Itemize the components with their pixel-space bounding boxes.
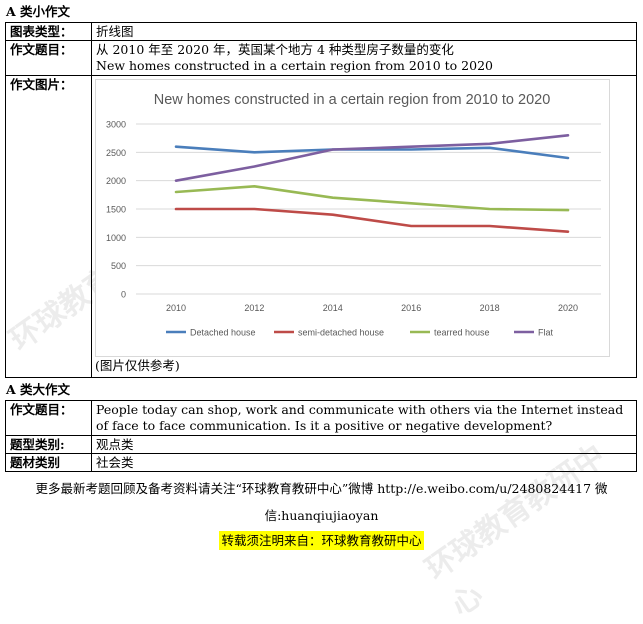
big-essay-table: 作文题目： People today can shop, work and co… [5,400,637,472]
x-tick-label: 2018 [480,303,500,313]
series-line-0 [174,145,570,160]
topic-english: New homes constructed in a certain regio… [96,58,493,73]
footer-line-3: 转载须注明来自：环球教育教研中心 [0,531,643,550]
image-note: (图片仅供参考) [95,358,180,373]
section-a-big-title: A 类大作文 [6,382,71,397]
y-tick-label: 2000 [106,176,126,186]
topic-chinese: 从 2010 年至 2020 年，英国某个地方 4 种类型房子数量的变化 [96,42,454,57]
label-big-topic: 作文题目： [5,400,92,436]
row-big-topic: 作文题目： People today can shop, work and co… [5,400,637,436]
label-essay-topic: 作文题目： [5,40,92,76]
legend-label-0: Detached house [190,328,256,338]
y-tick-label: 3000 [106,120,126,130]
section-a-small-title: A 类小作文 [6,4,71,19]
series-line-3 [174,133,570,182]
y-tick-label: 0 [121,290,126,300]
row-essay-topic: 作文题目： 从 2010 年至 2020 年，英国某个地方 4 种类型房子数量的… [5,40,637,76]
y-tick-label: 1500 [106,205,126,215]
image-cell: New homes constructed in a certain regio… [91,75,637,378]
x-tick-label: 2016 [401,303,421,313]
value-question-type: 观点类 [91,435,637,454]
row-essay-image: 作文图片： New homes constructed in a certain… [5,75,637,378]
value-essay-topic: 从 2010 年至 2020 年，英国某个地方 4 种类型房子数量的变化 New… [91,40,637,76]
value-subject-type: 社会类 [91,453,637,472]
chart-title: New homes constructed in a certain regio… [154,92,551,108]
x-tick-label: 2012 [244,303,264,313]
legend-label-2: tearred house [434,328,490,338]
row-subject-type: 题材类别 社会类 [5,453,637,472]
x-tick-label: 2020 [558,303,578,313]
small-essay-table: 图表类型： 折线图 作文题目： 从 2010 年至 2020 年，英国某个地方 … [5,22,637,378]
label-chart-type: 图表类型： [5,22,92,41]
y-tick-label: 2500 [106,148,126,158]
legend-label-1: semi-detached house [298,328,384,338]
value-big-topic: People today can shop, work and communic… [91,400,637,436]
line-chart: New homes constructed in a certain regio… [95,79,610,357]
row-chart-type: 图表类型： 折线图 [5,22,637,41]
footer-line-1: 更多最新考题回顾及备考资料请关注“环球教育教研中心”微博 http://e.we… [35,481,608,496]
row-question-type: 题型类别: 观点类 [5,435,637,454]
value-chart-type: 折线图 [91,22,637,41]
series-line-2 [174,185,570,212]
footer-line-2: 信:huanqiujiaoyan [264,508,379,523]
repost-notice: 转载须注明来自：环球教育教研中心 [219,531,424,550]
label-question-type: 题型类别: [5,435,92,454]
chart-svg: New homes constructed in a certain regio… [106,92,601,338]
label-subject-type: 题材类别 [5,453,92,472]
y-tick-label: 500 [111,261,126,271]
x-tick-label: 2014 [323,303,343,313]
legend-label-3: Flat [538,328,554,338]
x-tick-label: 2010 [166,303,186,313]
label-essay-image: 作文图片： [5,75,92,378]
series-line-1 [174,207,570,233]
y-tick-label: 1000 [106,233,126,243]
